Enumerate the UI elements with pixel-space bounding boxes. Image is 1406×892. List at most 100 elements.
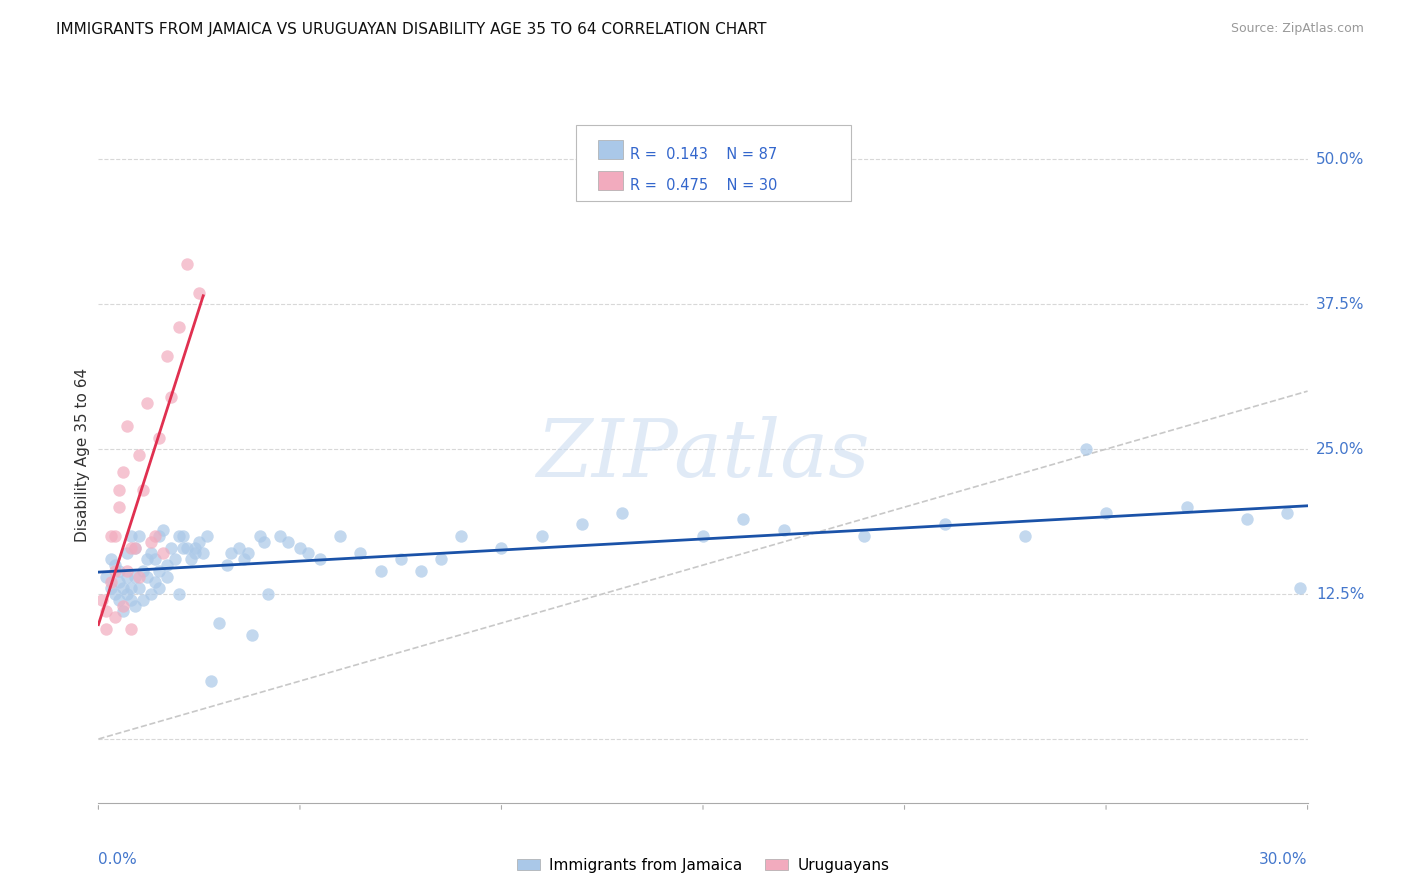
Point [143,575,166,590]
Point [100,575,122,590]
Text: 30.0%: 30.0% [1260,852,1308,866]
Text: R =  0.475    N = 30: R = 0.475 N = 30 [630,178,778,194]
Point [1277,506,1299,520]
Point [188,534,211,549]
Point [115,546,138,561]
Point [139,587,162,601]
Point [103,558,125,573]
Point [111,599,134,613]
Point [124,541,146,555]
Point [152,523,174,537]
Point [96,570,118,584]
Point [107,564,129,578]
Point [135,396,157,410]
Point [120,582,142,596]
Point [772,523,794,537]
Point [389,552,412,566]
Point [148,529,170,543]
Point [1074,442,1097,457]
Point [612,506,634,520]
Point [228,541,250,555]
Text: R =  0.143    N = 87: R = 0.143 N = 87 [630,147,778,162]
Point [172,529,194,543]
Point [184,546,207,561]
Point [176,541,198,555]
Point [96,605,118,619]
Point [100,529,122,543]
Point [256,587,278,601]
Point [124,541,146,555]
Point [120,622,142,636]
Point [120,541,142,555]
Point [115,564,138,578]
Point [167,587,190,601]
Point [115,587,138,601]
Point [1288,582,1310,596]
Point [934,517,956,532]
Point [853,529,876,543]
Point [132,592,155,607]
Point [172,541,194,555]
Point [277,534,299,549]
Point [103,529,125,543]
Point [167,529,190,543]
Point [160,390,183,404]
Point [96,622,118,636]
Point [128,529,150,543]
Text: 25.0%: 25.0% [1316,442,1364,457]
Point [124,570,146,584]
Point [309,552,332,566]
Point [692,529,714,543]
Point [124,599,146,613]
Point [128,448,150,462]
Point [103,610,125,624]
Point [430,552,453,566]
Point [107,500,129,514]
Point [176,257,198,271]
Point [249,529,271,543]
Point [180,552,202,566]
Point [143,552,166,566]
Point [200,674,222,689]
Point [193,546,215,561]
Point [111,466,134,480]
Point [156,570,179,584]
Point [163,552,186,566]
Point [115,419,138,434]
Text: 0.0%: 0.0% [98,852,138,866]
Text: ZIPatlas: ZIPatlas [536,417,870,493]
Point [120,592,142,607]
Point [571,517,593,532]
Point [370,564,392,578]
Point [148,431,170,445]
Point [100,552,122,566]
Text: 12.5%: 12.5% [1316,587,1364,601]
Point [143,529,166,543]
Point [1095,506,1118,520]
Point [288,541,311,555]
Legend: Immigrants from Jamaica, Uruguayans: Immigrants from Jamaica, Uruguayans [510,852,896,879]
Point [111,582,134,596]
Point [107,592,129,607]
Point [135,552,157,566]
Text: Source: ZipAtlas.com: Source: ZipAtlas.com [1230,22,1364,36]
Point [115,570,138,584]
Point [139,534,162,549]
Point [107,575,129,590]
Point [530,529,553,543]
Point [236,546,259,561]
Point [160,541,183,555]
Point [1175,500,1198,514]
Point [232,552,254,566]
Point [1014,529,1036,543]
Point [184,541,207,555]
Point [132,564,155,578]
Point [240,628,263,642]
Point [409,564,432,578]
Point [91,592,114,607]
Point [100,582,122,596]
Text: IMMIGRANTS FROM JAMAICA VS URUGUAYAN DISABILITY AGE 35 TO 64 CORRELATION CHART: IMMIGRANTS FROM JAMAICA VS URUGUAYAN DIS… [56,22,766,37]
Point [120,529,142,543]
Point [152,546,174,561]
Point [349,546,371,561]
